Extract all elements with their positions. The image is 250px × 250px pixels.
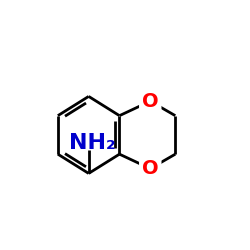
Text: O: O	[142, 92, 158, 111]
Text: O: O	[142, 159, 158, 178]
Text: NH₂: NH₂	[69, 132, 116, 152]
